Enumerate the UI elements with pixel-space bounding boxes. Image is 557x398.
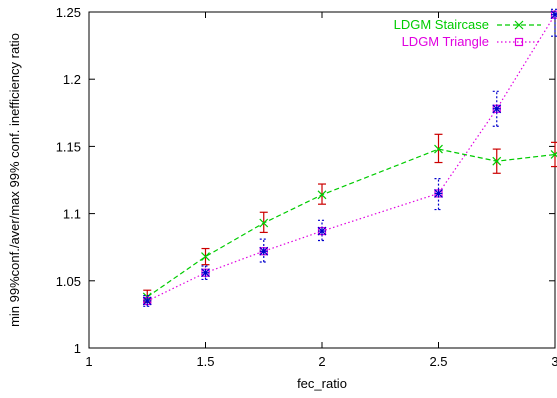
error-bar [434, 178, 443, 211]
error-bar [318, 219, 326, 242]
x-tick-label: 3 [551, 354, 557, 369]
data-point [492, 156, 502, 166]
x-tick-label: 1.5 [196, 354, 214, 369]
data-point-center [317, 226, 327, 236]
x-tick-label: 2 [318, 354, 325, 369]
data-point [201, 252, 210, 262]
data-point [317, 190, 327, 200]
plot-frame [88, 11, 556, 349]
data-point-center [201, 268, 210, 278]
data-point-center [492, 104, 502, 114]
y-axis-ticks: 1 1.05 1.1 1.15 1.2 1.25 [56, 5, 555, 356]
x-axis-label: fec_ratio [297, 376, 347, 391]
legend-label: LDGM Staircase [394, 17, 489, 32]
data-point-center [142, 296, 152, 306]
data-point-center [550, 10, 557, 20]
legend-marker [514, 20, 524, 30]
error-bar [259, 238, 268, 263]
x-tick-label: 2.5 [429, 354, 447, 369]
data-point [434, 144, 443, 154]
y-tick-label: 1.1 [63, 207, 81, 222]
series-0 [142, 133, 557, 303]
y-tick-label: 1.2 [63, 72, 81, 87]
data-point [259, 218, 269, 228]
y-axis-label: min 99%conf./aver/max 99% conf. ineffici… [7, 33, 22, 327]
y-tick-label: 1.15 [56, 139, 81, 154]
legend-label: LDGM Triangle [402, 34, 489, 49]
legend: LDGM Staircase LDGM Triangle [394, 17, 541, 49]
series-1 [142, 8, 557, 307]
data-point-center [434, 189, 443, 198]
data-point [550, 150, 557, 159]
legend-marker [514, 37, 524, 47]
x-tick-label: 1 [85, 354, 92, 369]
error-bar [201, 265, 210, 281]
y-tick-label: 1.05 [56, 274, 81, 289]
error-bar [551, 8, 557, 37]
data-point-center [259, 246, 269, 256]
series-layer [142, 8, 557, 307]
y-tick-label: 1.25 [56, 5, 81, 20]
x-axis-ticks: 1 1.5 2 2.5 3 [85, 12, 557, 369]
y-tick-label: 1 [74, 341, 81, 356]
